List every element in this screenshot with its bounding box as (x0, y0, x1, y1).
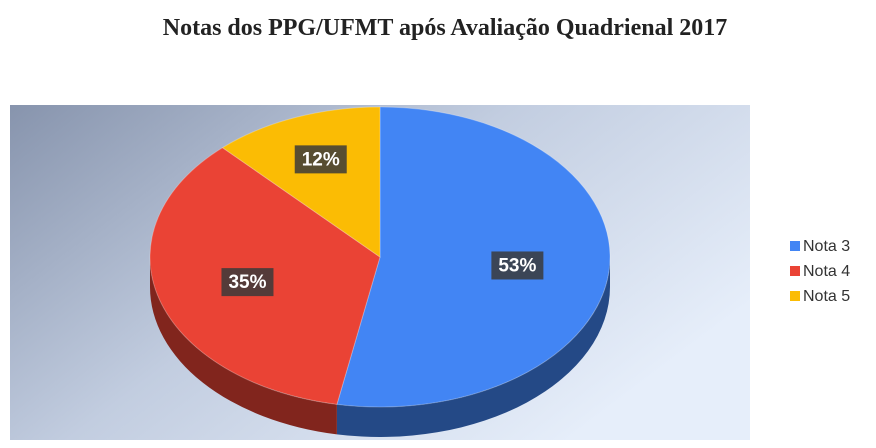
legend-label: Nota 4 (803, 263, 850, 280)
pie-slice (336, 106, 611, 408)
data-label: 53% (498, 255, 536, 276)
slice-side (336, 257, 610, 437)
data-label-box (491, 251, 544, 280)
data-label: 35% (228, 272, 266, 293)
legend-swatch (790, 266, 800, 276)
legend-swatch (790, 291, 800, 301)
chart-title: Notas dos PPG/UFMT após Avaliação Quadri… (162, 15, 728, 41)
pie-slice (221, 106, 381, 258)
data-label: 12% (302, 149, 340, 170)
data-label-box (221, 268, 274, 297)
slice-side (150, 257, 337, 435)
legend-label: Nota 3 (803, 238, 850, 255)
legend-swatch (790, 241, 800, 251)
legend-label: Nota 5 (803, 288, 850, 305)
data-label-box (294, 145, 347, 174)
